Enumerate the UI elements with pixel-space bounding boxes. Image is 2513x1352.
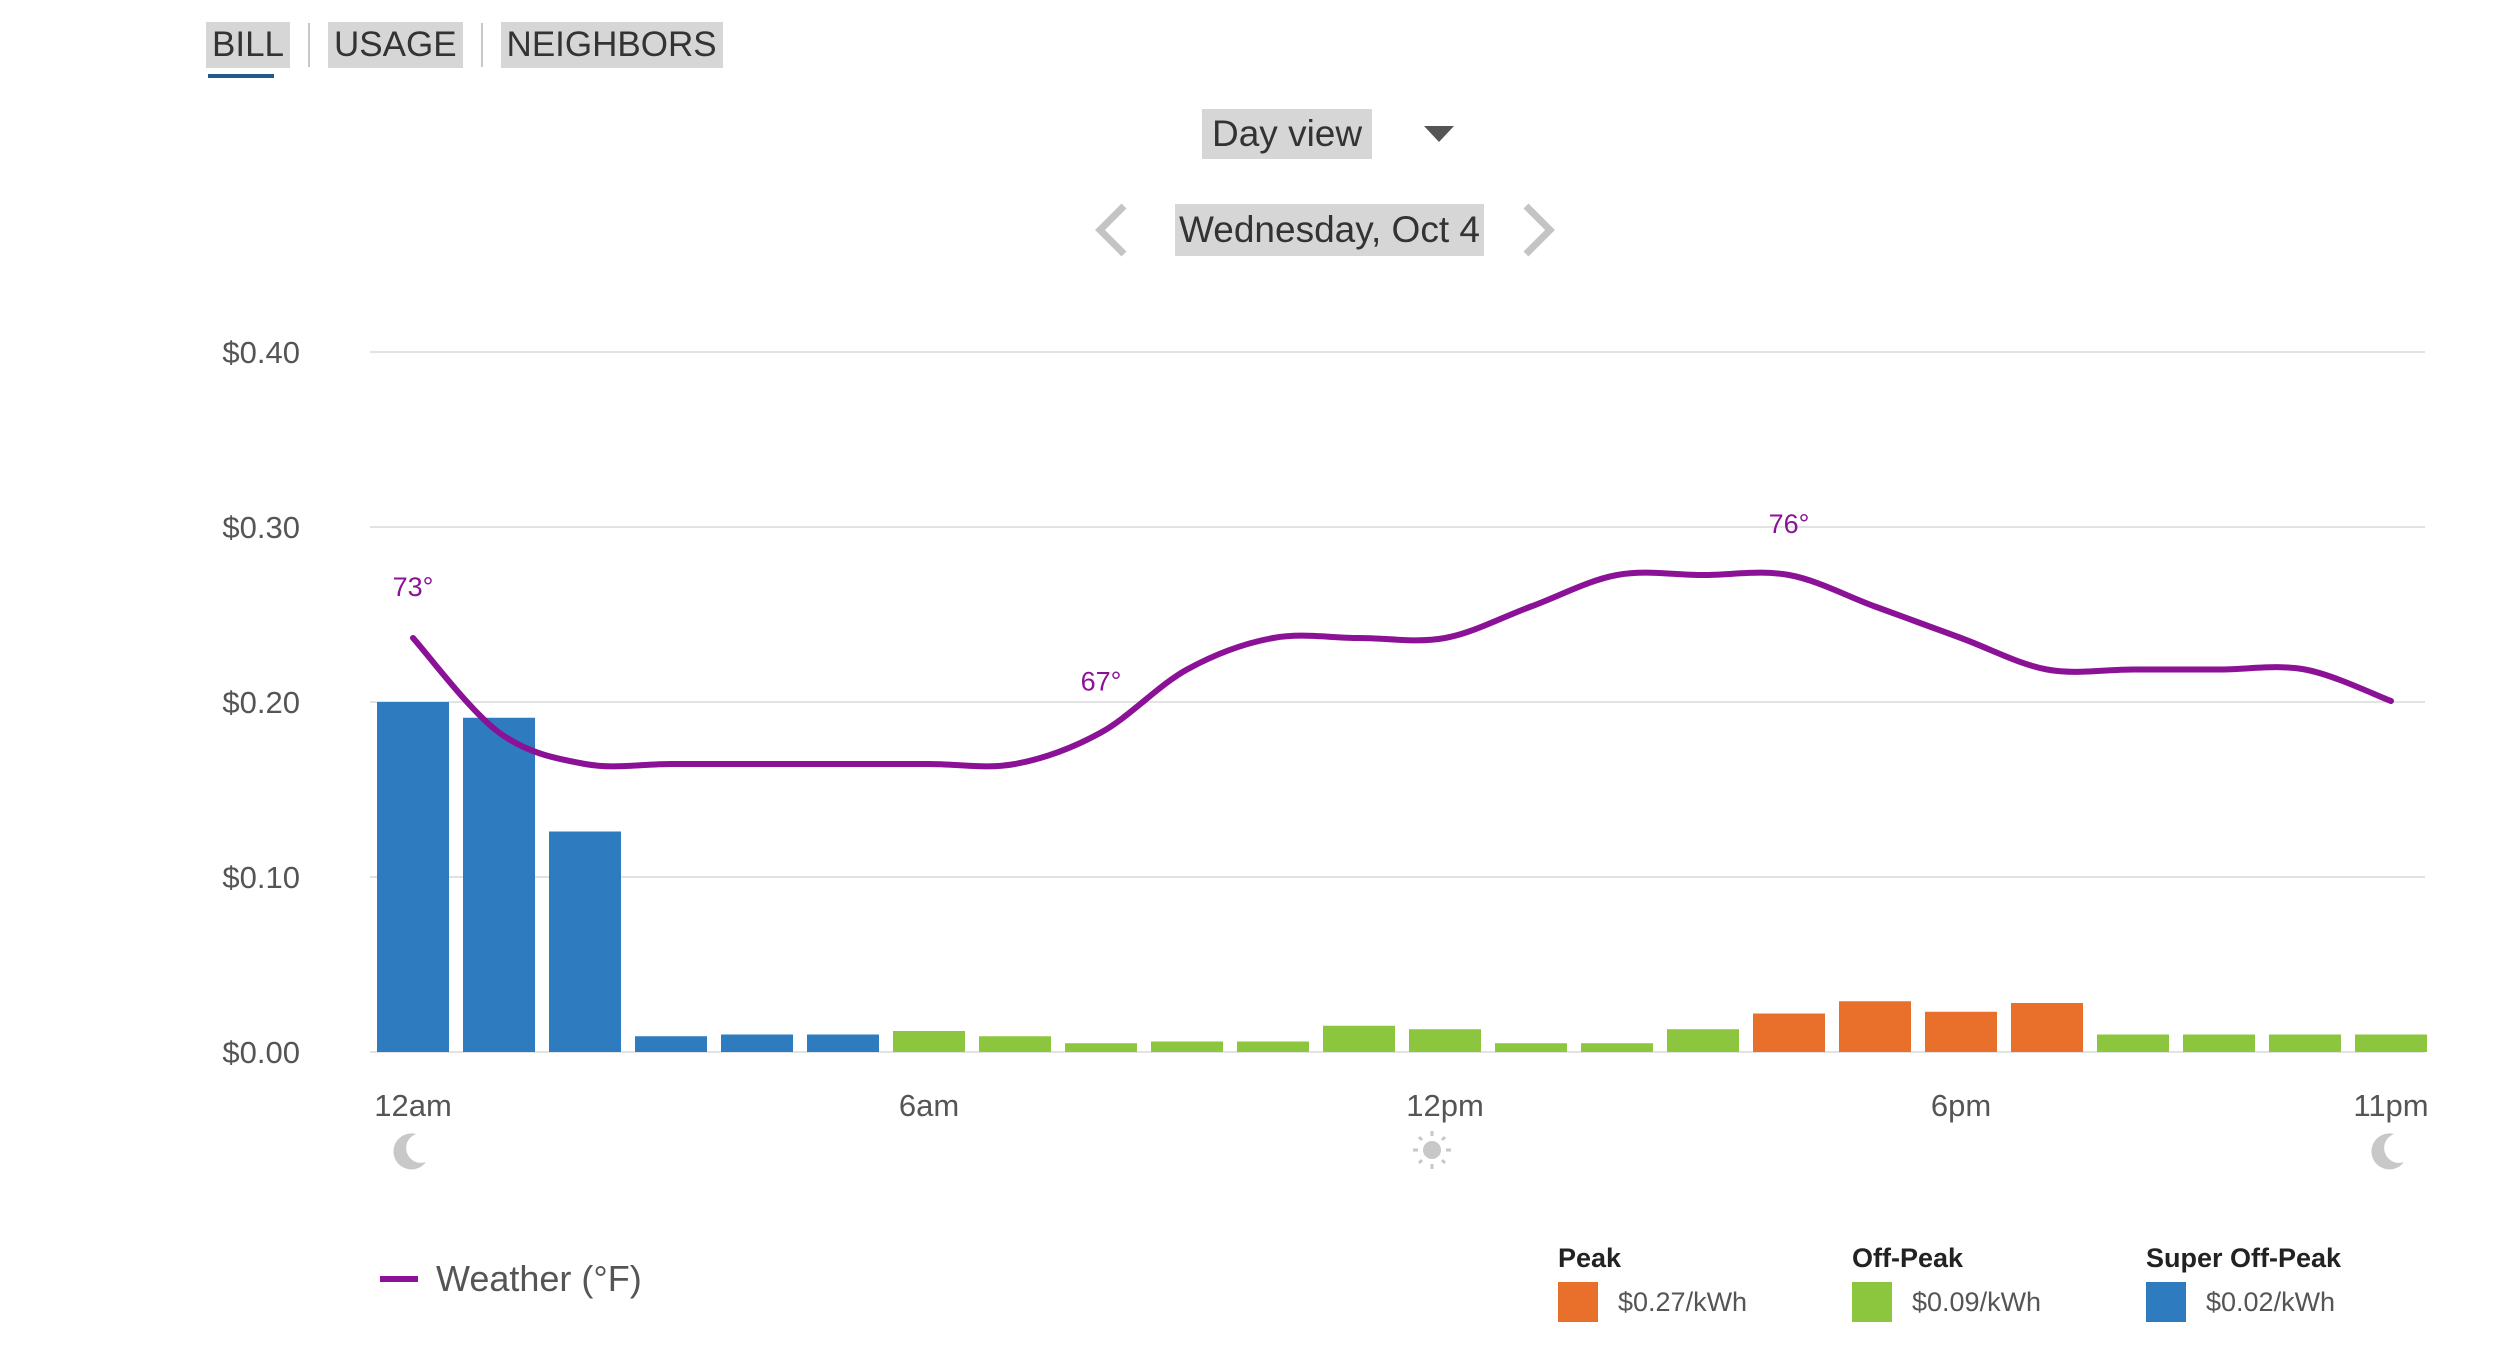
bar-hour-16[interactable] — [1753, 1013, 1825, 1053]
view-dropdown[interactable]: Day view — [1202, 108, 1455, 160]
tab-bar: BILL USAGE NEIGHBORS — [206, 22, 723, 68]
chevron-right-icon[interactable] — [1516, 200, 1560, 260]
bar-hour-8[interactable] — [1065, 1043, 1137, 1052]
legend-super-off-peak: Super Off-Peak $0.02/kWh — [2146, 1243, 2341, 1322]
bar-hour-3[interactable] — [635, 1036, 707, 1052]
legend-super-off-peak-rate: $0.02/kWh — [2206, 1286, 2336, 1317]
active-tab-indicator — [208, 74, 274, 78]
bar-hour-13[interactable] — [1495, 1043, 1567, 1052]
weather-line — [410, 569, 2394, 770]
bar-hour-4[interactable] — [721, 1034, 793, 1053]
bar-hour-5[interactable] — [807, 1034, 879, 1053]
date-navigator: Wednesday, Oct 4 — [1090, 200, 1560, 260]
chart-grid — [370, 351, 2425, 1053]
temperature-label: 73° — [393, 572, 434, 602]
x-tick-label: 6pm — [1931, 1088, 1991, 1123]
temperature-label: 76° — [1769, 509, 1810, 539]
bar-hour-23[interactable] — [2355, 1034, 2427, 1053]
legend-super-off-peak-title: Super Off-Peak — [2146, 1243, 2342, 1273]
bar-hour-1[interactable] — [463, 717, 535, 1052]
x-tick-label: 12am — [374, 1088, 452, 1123]
bar-hour-21[interactable] — [2183, 1034, 2255, 1053]
x-tick-label: 6am — [899, 1088, 959, 1123]
tab-neighbors[interactable]: NEIGHBORS — [500, 22, 723, 68]
bar-hour-14[interactable] — [1581, 1043, 1653, 1052]
chart-bars — [377, 702, 2427, 1052]
bar-hour-9[interactable] — [1151, 1041, 1223, 1053]
current-date: Wednesday, Oct 4 — [1175, 204, 1484, 256]
bar-hour-20[interactable] — [2097, 1034, 2169, 1053]
caret-down-icon[interactable] — [1424, 126, 1455, 142]
legend-peak-title: Peak — [1558, 1243, 1622, 1273]
bar-hour-6[interactable] — [893, 1031, 965, 1052]
weather-series: 73° 67° 76° — [393, 509, 2394, 770]
chevron-left-icon[interactable] — [1090, 200, 1134, 260]
bar-hour-22[interactable] — [2269, 1034, 2341, 1053]
bar-hour-17[interactable] — [1839, 1001, 1911, 1052]
weather-legend-swatch — [380, 1276, 418, 1282]
y-tick-label: $0.20 — [222, 685, 300, 720]
bar-hour-2[interactable] — [549, 831, 621, 1053]
legend-peak-rate: $0.27/kWh — [1618, 1286, 1748, 1317]
legend-off-peak-title: Off-Peak — [1852, 1243, 1964, 1273]
view-dropdown-value[interactable]: Day view — [1202, 109, 1373, 159]
bar-hour-19[interactable] — [2011, 1003, 2083, 1052]
bar-hour-12[interactable] — [1409, 1029, 1481, 1052]
bar-hour-0[interactable] — [377, 702, 449, 1052]
temperature-label: 67° — [1081, 667, 1122, 697]
sun-icon — [1413, 1131, 1451, 1169]
x-tick-label: 11pm — [2353, 1088, 2428, 1123]
tab-bill[interactable]: BILL — [206, 22, 290, 68]
y-tick-label: $0.10 — [222, 860, 300, 895]
y-tick-label: $0.40 — [222, 335, 300, 370]
bar-hour-7[interactable] — [979, 1036, 1051, 1052]
weather-legend: Weather (°F) — [380, 1258, 642, 1300]
y-axis-ticks: $0.00 $0.10 $0.20 $0.30 $0.40 — [222, 335, 300, 1070]
x-axis-ticks: 12am 6am 12pm 6pm 11pm — [374, 1088, 2428, 1123]
bar-hour-10[interactable] — [1237, 1041, 1309, 1053]
moon-icon — [393, 1133, 426, 1170]
legend-peak: Peak $0.27/kWh — [1558, 1243, 1747, 1322]
tab-divider — [308, 23, 310, 67]
legend-peak-swatch — [1558, 1282, 1598, 1322]
legend-off-peak-rate: $0.09/kWh — [1912, 1286, 2042, 1317]
x-tick-label: 12pm — [1406, 1088, 1484, 1123]
y-tick-label: $0.00 — [222, 1035, 300, 1070]
bar-hour-15[interactable] — [1667, 1029, 1739, 1052]
y-tick-label: $0.30 — [222, 510, 300, 545]
legend-off-peak-swatch — [1852, 1282, 1892, 1322]
legend-off-peak: Off-Peak $0.09/kWh — [1852, 1243, 2041, 1322]
day-night-icons — [393, 1131, 2404, 1170]
bar-hour-18[interactable] — [1925, 1011, 1997, 1052]
tab-divider — [480, 23, 483, 67]
tab-usage[interactable]: USAGE — [328, 22, 463, 68]
legend-super-off-peak-swatch — [2146, 1282, 2186, 1322]
weather-legend-label: Weather (°F) — [436, 1258, 642, 1299]
bar-hour-11[interactable] — [1323, 1025, 1395, 1052]
moon-icon — [2371, 1133, 2404, 1170]
